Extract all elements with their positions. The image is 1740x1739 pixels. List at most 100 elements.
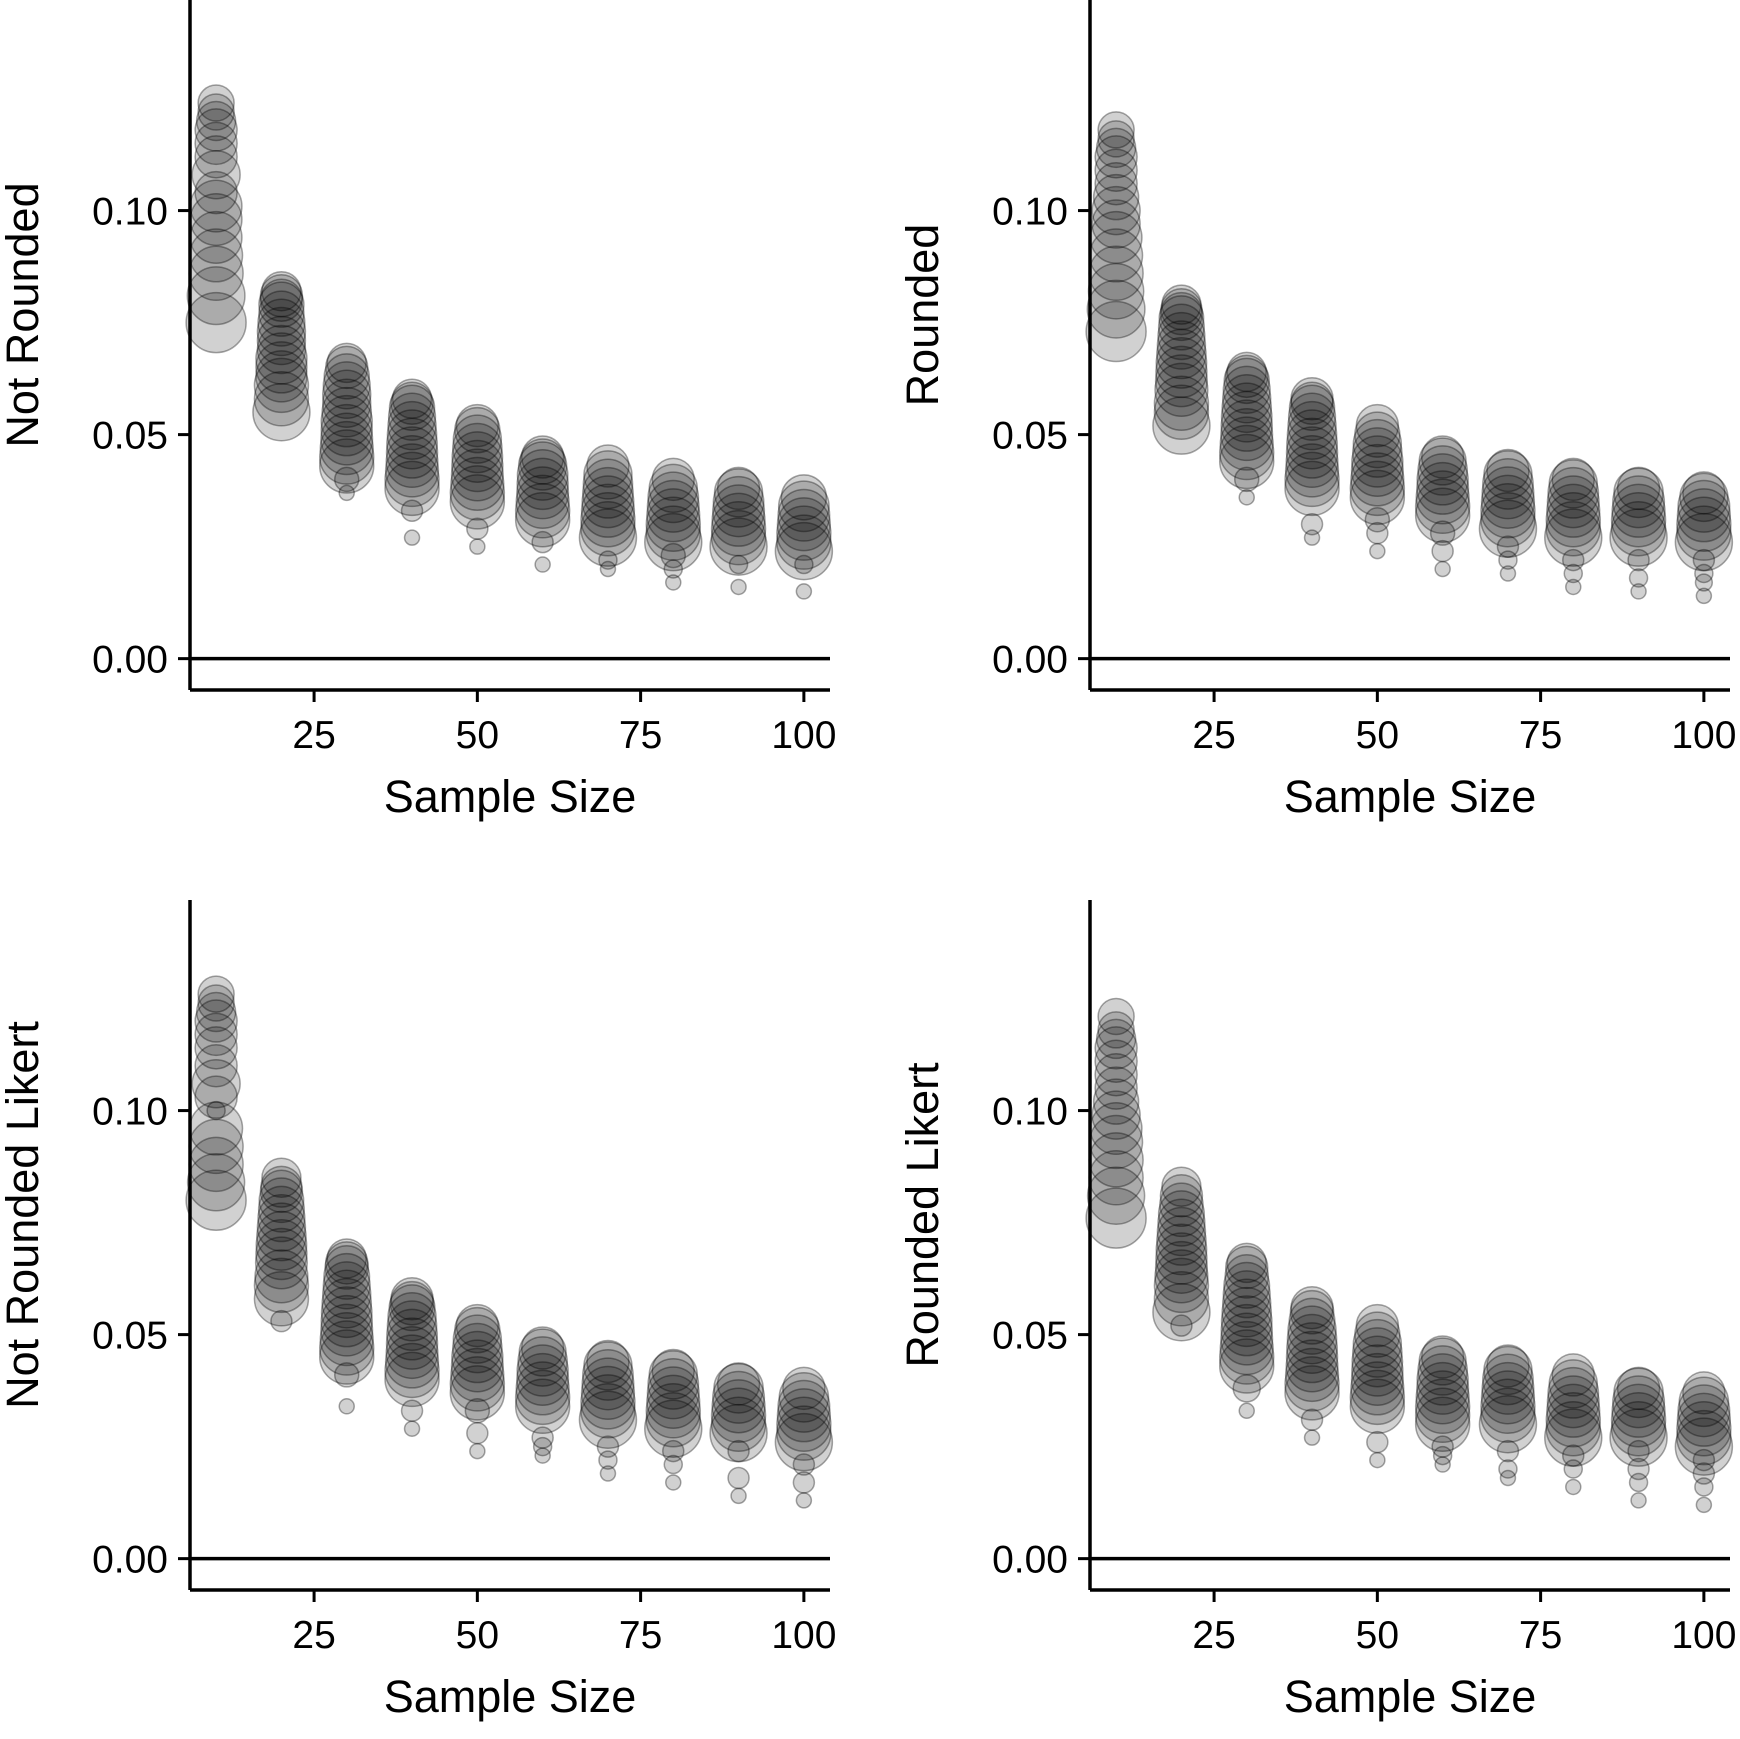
data-point — [1286, 1322, 1338, 1375]
data-point — [645, 505, 702, 561]
data-point — [261, 270, 302, 312]
x-tick-label: 100 — [1671, 714, 1736, 757]
data-point — [1350, 1352, 1404, 1406]
data-point — [1156, 1206, 1207, 1257]
data-point — [534, 1447, 551, 1464]
data-point — [194, 1075, 238, 1119]
data-point — [794, 554, 814, 575]
y-tick-label: 0.10 — [92, 1091, 168, 1134]
data-point — [1091, 185, 1141, 236]
data-point — [792, 1453, 816, 1476]
data-point — [711, 1379, 766, 1434]
data-point — [1094, 135, 1138, 179]
data-point — [1221, 1286, 1273, 1338]
data-point — [778, 1371, 830, 1423]
data-point — [390, 381, 434, 425]
data-point — [1352, 1318, 1403, 1369]
data-point — [1289, 1289, 1335, 1335]
data-point — [388, 1284, 436, 1332]
data-point — [321, 378, 372, 428]
data-point — [1694, 1477, 1714, 1497]
data-point — [321, 1277, 373, 1329]
data-point — [1158, 295, 1205, 342]
data-point — [1545, 1391, 1602, 1448]
x-tick-label: 75 — [1519, 714, 1562, 757]
data-point — [322, 361, 371, 410]
data-point — [517, 441, 568, 491]
data-point — [1480, 474, 1536, 529]
data-point — [1563, 563, 1584, 584]
x-axis-title: Sample Size — [1284, 1671, 1537, 1722]
data-point — [319, 1311, 374, 1367]
data-point — [716, 1362, 761, 1406]
data-point — [197, 975, 235, 1013]
data-point — [1547, 466, 1600, 519]
data-point — [455, 403, 500, 448]
data-point — [730, 1487, 747, 1505]
data-point — [1695, 1496, 1713, 1514]
data-point — [1219, 1320, 1274, 1376]
data-point — [1156, 320, 1207, 370]
data-point — [1694, 563, 1714, 584]
data-point — [1545, 491, 1602, 548]
data-point — [531, 530, 554, 554]
data-point — [514, 1378, 571, 1435]
data-point — [520, 435, 565, 479]
data-point — [257, 1185, 305, 1233]
data-point — [454, 406, 501, 454]
data-point — [710, 509, 767, 566]
data-point — [1152, 1282, 1211, 1342]
chart-panel-4: 0.00 0.05 0.10 25 50 75 100 Sample Size Rounded … — [897, 900, 1736, 1722]
data-point — [469, 538, 486, 555]
data-point — [1496, 535, 1520, 558]
data-point — [1499, 1469, 1517, 1487]
data-point — [1091, 1090, 1141, 1140]
x-tick-label: 25 — [1192, 1614, 1235, 1657]
data-point — [1692, 548, 1716, 572]
data-point — [712, 484, 766, 538]
data-point — [253, 357, 310, 414]
data-point — [1157, 311, 1206, 361]
data-point — [1610, 1391, 1667, 1448]
data-point — [1369, 1451, 1386, 1469]
data-point — [1224, 354, 1269, 399]
data-point — [709, 1403, 768, 1463]
data-point — [1630, 1492, 1647, 1509]
data-point — [586, 444, 630, 488]
data-point — [318, 1329, 375, 1385]
data-point — [1416, 461, 1470, 515]
data-point — [662, 1439, 685, 1463]
data-point — [333, 1362, 360, 1388]
data-point — [1223, 1261, 1271, 1309]
data-point — [1676, 1400, 1732, 1457]
data-point — [1288, 1297, 1336, 1345]
data-point — [1349, 469, 1406, 526]
data-point — [323, 1252, 371, 1300]
data-point — [320, 1286, 373, 1339]
data-point — [648, 463, 699, 514]
data-point — [1095, 1018, 1137, 1060]
data-point — [1480, 491, 1536, 548]
data-point — [777, 1379, 831, 1433]
y-tick-label: 0.00 — [992, 1539, 1068, 1582]
data-point — [387, 400, 437, 451]
data-point — [1153, 1257, 1210, 1314]
data-point — [713, 468, 764, 518]
y-tick-label: 0.10 — [92, 191, 168, 234]
data-point — [712, 1370, 766, 1424]
data-point — [324, 1241, 369, 1285]
data-point — [1238, 1402, 1255, 1420]
data-point — [318, 1320, 375, 1376]
data-point — [581, 1357, 635, 1411]
data-point — [464, 1398, 491, 1424]
data-point — [1220, 390, 1273, 443]
data-point — [1222, 1270, 1271, 1319]
data-point — [1676, 1392, 1732, 1447]
data-point — [1349, 460, 1406, 517]
data-point — [333, 466, 360, 493]
data-point — [1094, 1039, 1138, 1084]
data-point — [320, 403, 373, 457]
data-point — [531, 1426, 554, 1449]
data-point — [1350, 443, 1404, 498]
chart-panel-2: 0.00 0.05 0.10 25 50 75 100 Sample Size Rounded — [897, 0, 1736, 822]
